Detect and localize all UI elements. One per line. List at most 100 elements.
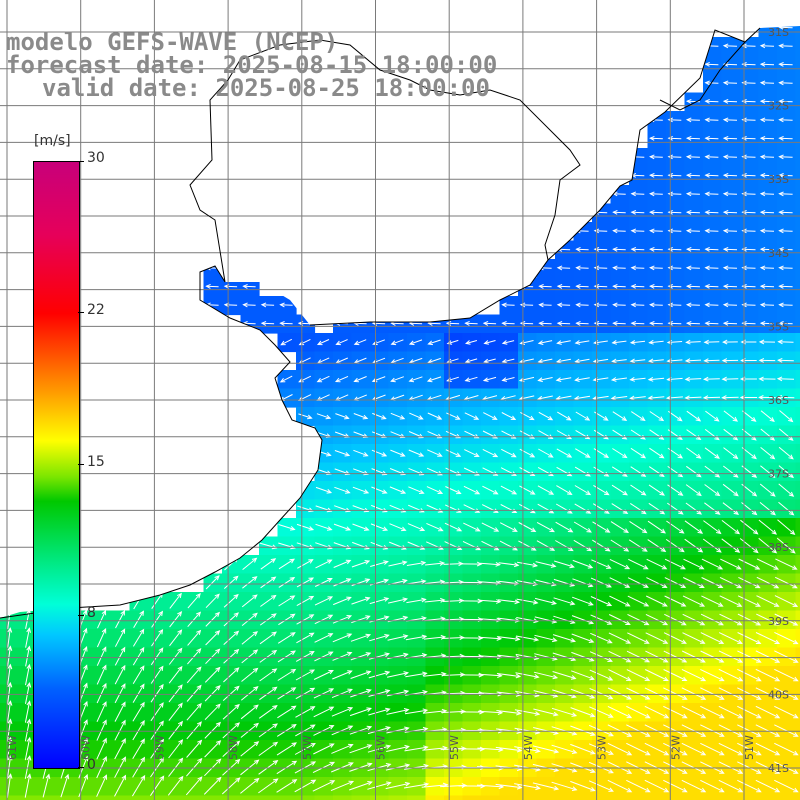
wind-arrow bbox=[260, 594, 277, 607]
wind-speed-cell bbox=[277, 703, 297, 723]
wind-arrow-head bbox=[774, 658, 781, 663]
latitude-label: 40S bbox=[768, 688, 789, 701]
wind-arrow-shaft bbox=[650, 267, 663, 269]
wind-arrow bbox=[742, 410, 757, 422]
wind-speed-cell bbox=[481, 555, 501, 575]
wind-arrow bbox=[205, 648, 221, 665]
wind-arrow-shaft bbox=[538, 411, 553, 421]
wind-arrow-shaft bbox=[681, 724, 706, 737]
wind-arrow bbox=[7, 663, 13, 686]
wind-arrow bbox=[169, 592, 182, 609]
wind-arrow bbox=[570, 688, 596, 699]
wind-arrow bbox=[778, 24, 793, 30]
wind-arrow-shaft bbox=[60, 774, 69, 798]
wind-arrow-head bbox=[253, 759, 260, 765]
wind-speed-cell bbox=[351, 703, 371, 723]
wind-arrow bbox=[663, 669, 688, 681]
wind-arrow-head bbox=[569, 600, 576, 606]
wind-arrow-shaft bbox=[186, 740, 202, 758]
wind-arrow-shaft bbox=[353, 413, 368, 419]
wind-arrow-head bbox=[759, 154, 766, 160]
wind-arrow bbox=[776, 537, 796, 554]
wind-speed-cell bbox=[462, 555, 482, 575]
wind-arrow-head bbox=[793, 787, 799, 793]
wind-arrow-head bbox=[759, 302, 766, 308]
wind-arrow-shaft bbox=[96, 720, 107, 741]
wind-arrow-shaft bbox=[758, 537, 777, 554]
wind-arrow-head bbox=[510, 415, 517, 421]
wind-arrow-shaft bbox=[314, 651, 333, 662]
wind-arrow-head bbox=[385, 726, 392, 731]
wind-arrow-shaft bbox=[278, 524, 295, 530]
wind-arrow-shaft bbox=[241, 668, 258, 682]
wind-arrow bbox=[240, 686, 259, 701]
wind-arrow bbox=[649, 172, 663, 178]
wind-arrow-head bbox=[645, 787, 651, 793]
wind-arrow bbox=[278, 595, 296, 607]
wind-arrow bbox=[722, 172, 738, 178]
wind-arrow-shaft bbox=[705, 119, 719, 121]
wind-arrow bbox=[759, 98, 775, 104]
wind-arrow-head bbox=[737, 639, 743, 644]
wind-arrow bbox=[630, 447, 647, 459]
wind-arrow-shaft bbox=[737, 650, 761, 663]
wind-speed-cell bbox=[388, 555, 408, 575]
wind-arrow bbox=[25, 627, 31, 648]
wind-arrow bbox=[97, 609, 107, 629]
wind-arrow bbox=[150, 647, 164, 666]
wind-arrow-shaft bbox=[151, 629, 163, 647]
wind-arrow-shaft bbox=[96, 683, 107, 704]
wind-speed-cell bbox=[740, 333, 760, 353]
wind-arrow-shaft bbox=[663, 705, 687, 719]
wind-arrow-shaft bbox=[476, 784, 504, 788]
wind-arrow-shaft bbox=[742, 304, 756, 306]
wind-speed-cell bbox=[758, 222, 778, 242]
wind-arrow-shaft bbox=[570, 707, 595, 717]
wind-arrow bbox=[663, 724, 688, 737]
wind-arrow-head bbox=[139, 591, 144, 598]
wind-arrow-shaft bbox=[500, 504, 517, 513]
wind-arrow-head bbox=[649, 191, 655, 197]
wind-arrow bbox=[278, 524, 296, 531]
wind-speed-cell bbox=[388, 351, 408, 371]
wind-arrow-head bbox=[697, 528, 704, 534]
wind-arrow-shaft bbox=[613, 193, 626, 195]
wind-arrow bbox=[718, 724, 744, 737]
wind-arrow bbox=[425, 561, 446, 566]
wind-arrow-shaft bbox=[722, 502, 739, 515]
wind-arrow-shaft bbox=[718, 668, 743, 682]
wind-arrow-head bbox=[101, 627, 107, 634]
wind-arrow bbox=[759, 483, 776, 497]
wind-arrow bbox=[570, 707, 596, 718]
wind-arrow bbox=[6, 773, 13, 798]
wind-arrow-shaft bbox=[313, 670, 334, 680]
wind-speed-cell bbox=[795, 166, 800, 186]
wind-arrow-shaft bbox=[499, 522, 518, 532]
wind-arrow bbox=[150, 702, 164, 722]
wind-arrow bbox=[501, 320, 515, 326]
wind-speed-cell bbox=[795, 351, 800, 371]
wind-arrow bbox=[646, 558, 668, 570]
wind-arrow bbox=[240, 777, 260, 794]
wind-arrow-head bbox=[755, 583, 761, 589]
wind-arrow-shaft bbox=[115, 610, 125, 629]
wind-arrow-shaft bbox=[532, 745, 559, 753]
wind-arrow-shaft bbox=[592, 539, 610, 552]
wind-arrow-shaft bbox=[389, 486, 406, 494]
wind-arrow-head bbox=[756, 769, 762, 774]
wind-arrow-head bbox=[704, 80, 710, 86]
wind-speed-cell bbox=[296, 629, 316, 649]
wind-arrow-shaft bbox=[387, 598, 408, 604]
wind-arrow-shaft bbox=[626, 705, 650, 719]
wind-arrow-head bbox=[718, 658, 725, 663]
wind-arrow bbox=[722, 98, 738, 104]
wind-arrow-head bbox=[626, 695, 632, 700]
wind-arrow bbox=[481, 522, 500, 532]
wind-arrow-head bbox=[26, 773, 32, 779]
wind-arrow bbox=[649, 135, 663, 141]
wind-arrow bbox=[258, 705, 278, 719]
wind-arrow-head bbox=[759, 61, 766, 67]
wind-arrow bbox=[610, 521, 629, 534]
wind-speed-cell bbox=[314, 610, 334, 630]
wind-arrow-shaft bbox=[779, 63, 793, 66]
